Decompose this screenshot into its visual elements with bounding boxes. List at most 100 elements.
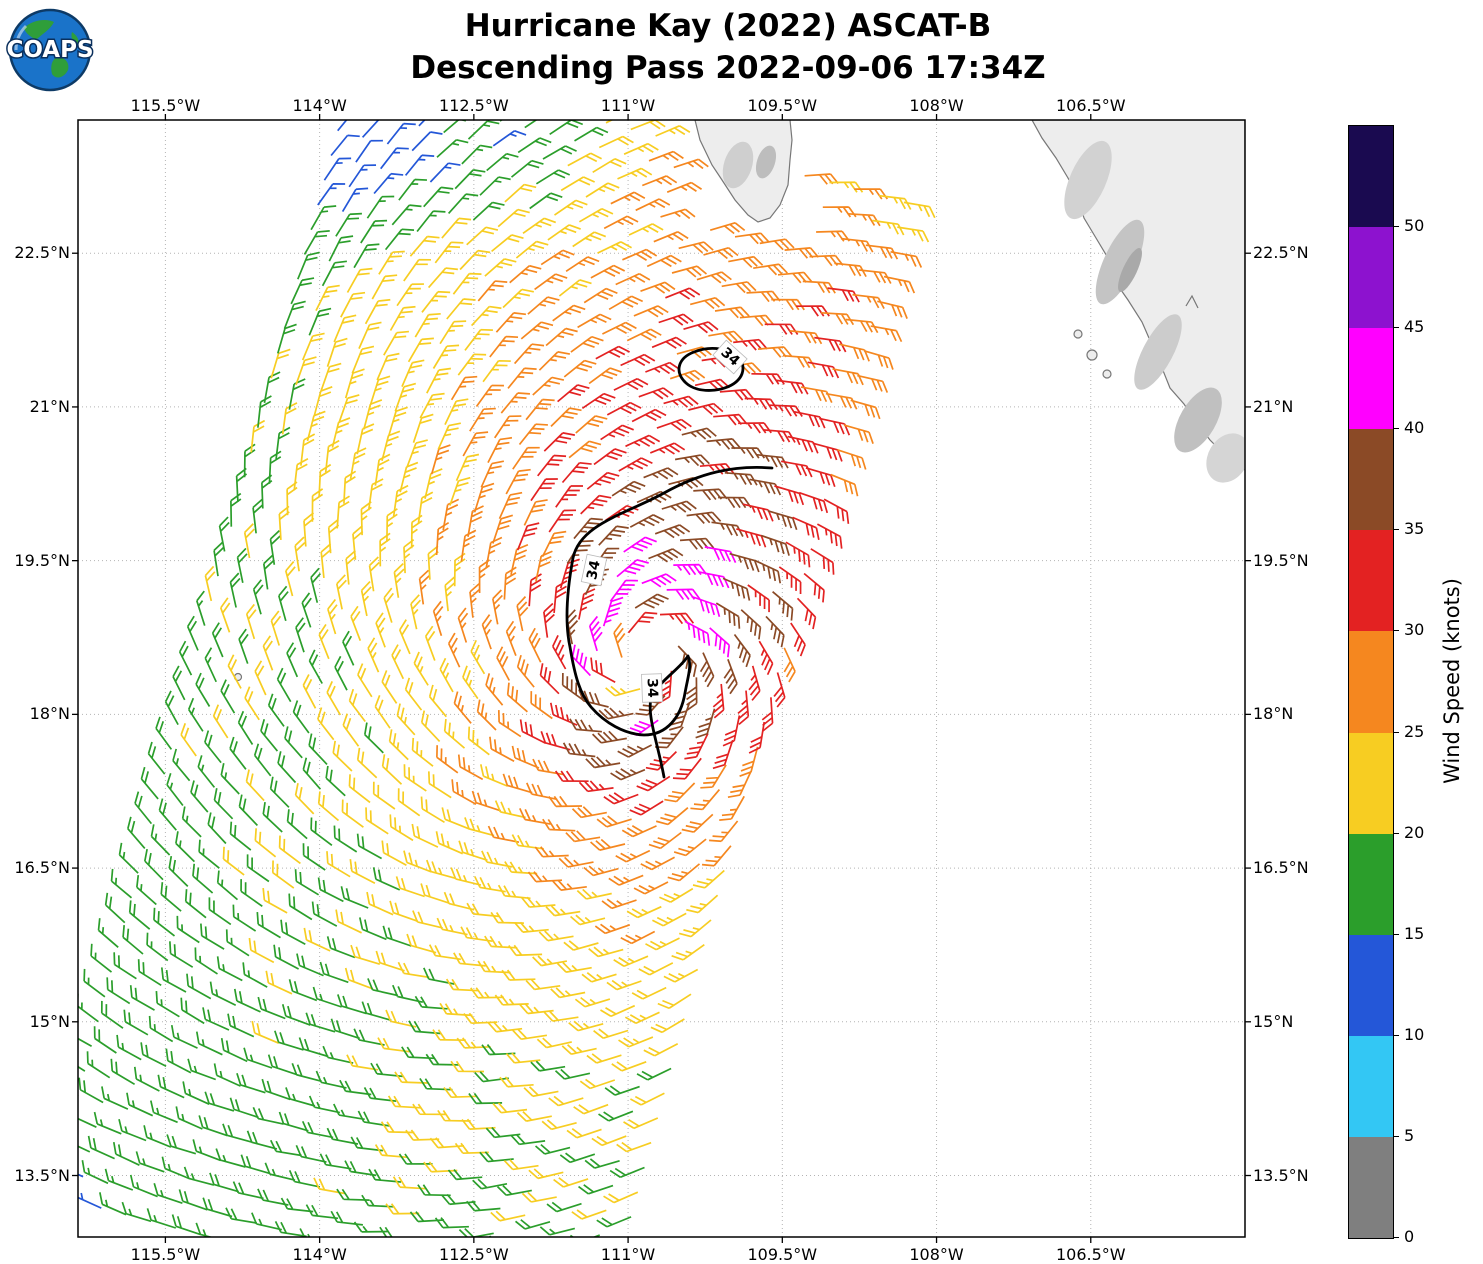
wind-barb (701, 845, 732, 867)
wind-barb (430, 444, 451, 475)
colorbar-segment (1349, 529, 1393, 632)
wind-barb (374, 695, 391, 729)
wind-barb (633, 305, 669, 318)
wind-barb (436, 139, 469, 158)
wind-barb (485, 536, 503, 569)
wind-barb (381, 840, 407, 866)
wind-barb (432, 600, 444, 637)
wind-barb (319, 961, 349, 984)
wind-barb (540, 731, 571, 751)
wind-barb (337, 994, 367, 1015)
wind-barb (636, 490, 672, 504)
wind-barb (516, 1110, 552, 1122)
wind-barb (517, 137, 552, 154)
wind-barb (146, 932, 169, 962)
wind-barb (382, 925, 412, 947)
wind-barb (602, 321, 637, 335)
wind-barb (631, 408, 667, 423)
wind-barb (548, 1095, 584, 1107)
wind-barb (374, 453, 391, 486)
wind-barb (444, 576, 456, 612)
wind-barb (278, 585, 289, 622)
colorbar-tick-label: 20 (1404, 822, 1425, 842)
lat-tick-label-left: 19.5°N (14, 550, 70, 570)
wind-barb (454, 169, 486, 190)
wind-barb (520, 321, 554, 340)
wind-barb (421, 290, 451, 313)
wind-barb (315, 1070, 347, 1089)
wind-barb (825, 392, 858, 410)
wind-barb (414, 312, 441, 338)
wind-barb (708, 330, 744, 343)
wind-barb (363, 722, 384, 754)
wind-barb (527, 871, 563, 883)
wind-barb (264, 1162, 296, 1182)
wind-barb (443, 718, 466, 749)
wind-barb (419, 1077, 453, 1091)
wind-barb (508, 944, 543, 957)
wind-barb (594, 923, 631, 935)
wind-barb (291, 1063, 322, 1083)
wind-barb (423, 186, 454, 208)
islas-marias-island-3 (1102, 369, 1112, 379)
wind-barb (342, 713, 360, 747)
wind-barb (160, 882, 182, 912)
wind-barb (211, 622, 224, 658)
wind-barb (810, 548, 835, 575)
wind-barb (351, 345, 375, 374)
wind-barb (673, 838, 707, 857)
wind-barb (346, 267, 373, 293)
wind-barb (317, 791, 340, 822)
wind-barb (585, 756, 621, 769)
wind-barb (600, 424, 634, 441)
wind-barb (559, 1152, 596, 1164)
lon-tick-label-top: 111°W (600, 96, 656, 115)
wind-barb (481, 850, 513, 868)
wind-barb (578, 689, 609, 708)
wind-barb (267, 693, 285, 727)
wind-barb (220, 763, 240, 795)
wind-barb (576, 888, 612, 900)
wind-barb (742, 503, 774, 522)
wind-barb (376, 352, 400, 381)
wind-barb (184, 889, 207, 919)
wind-barb (624, 1011, 660, 1025)
lon-tick-label-bottom: 108°W (909, 1245, 964, 1264)
wind-barb (318, 623, 330, 660)
colorbar-tick (1393, 226, 1399, 228)
contour-label: 34 (580, 553, 608, 587)
mainland-terrain-5 (1206, 433, 1245, 483)
wind-barb (728, 255, 764, 268)
wind-barb (315, 284, 340, 311)
wind-barb (563, 359, 597, 378)
wind-barb (395, 876, 425, 898)
wind-barb (470, 639, 486, 675)
wind-barb (733, 338, 768, 351)
wind-barb (686, 511, 722, 524)
wind-barb (727, 771, 752, 799)
wind-barb (237, 710, 254, 745)
wind-barb (722, 577, 751, 601)
wind-barb (286, 809, 308, 840)
wind-barb (449, 476, 471, 506)
lat-tick-label-right: 22.5°N (1253, 243, 1309, 263)
wind-barb (466, 1200, 501, 1212)
wind-barb (380, 1121, 415, 1134)
wind-barb (116, 1034, 142, 1061)
wind-barb (379, 532, 391, 567)
wind-barb (333, 1103, 365, 1121)
wind-barb (366, 195, 395, 219)
wind-barb (590, 264, 626, 279)
wind-barb (420, 710, 441, 742)
wind-barb (424, 468, 443, 499)
wind-barb (658, 313, 694, 326)
wind-barb (232, 1181, 264, 1200)
wind-barb (126, 1092, 154, 1117)
wind-barb (288, 1169, 321, 1188)
wind-barb (630, 120, 666, 131)
wind-barb (372, 867, 401, 891)
wind-barb (558, 856, 594, 868)
wind-barb (597, 241, 632, 254)
wind-barb (796, 305, 830, 317)
wind-barb (458, 840, 488, 862)
